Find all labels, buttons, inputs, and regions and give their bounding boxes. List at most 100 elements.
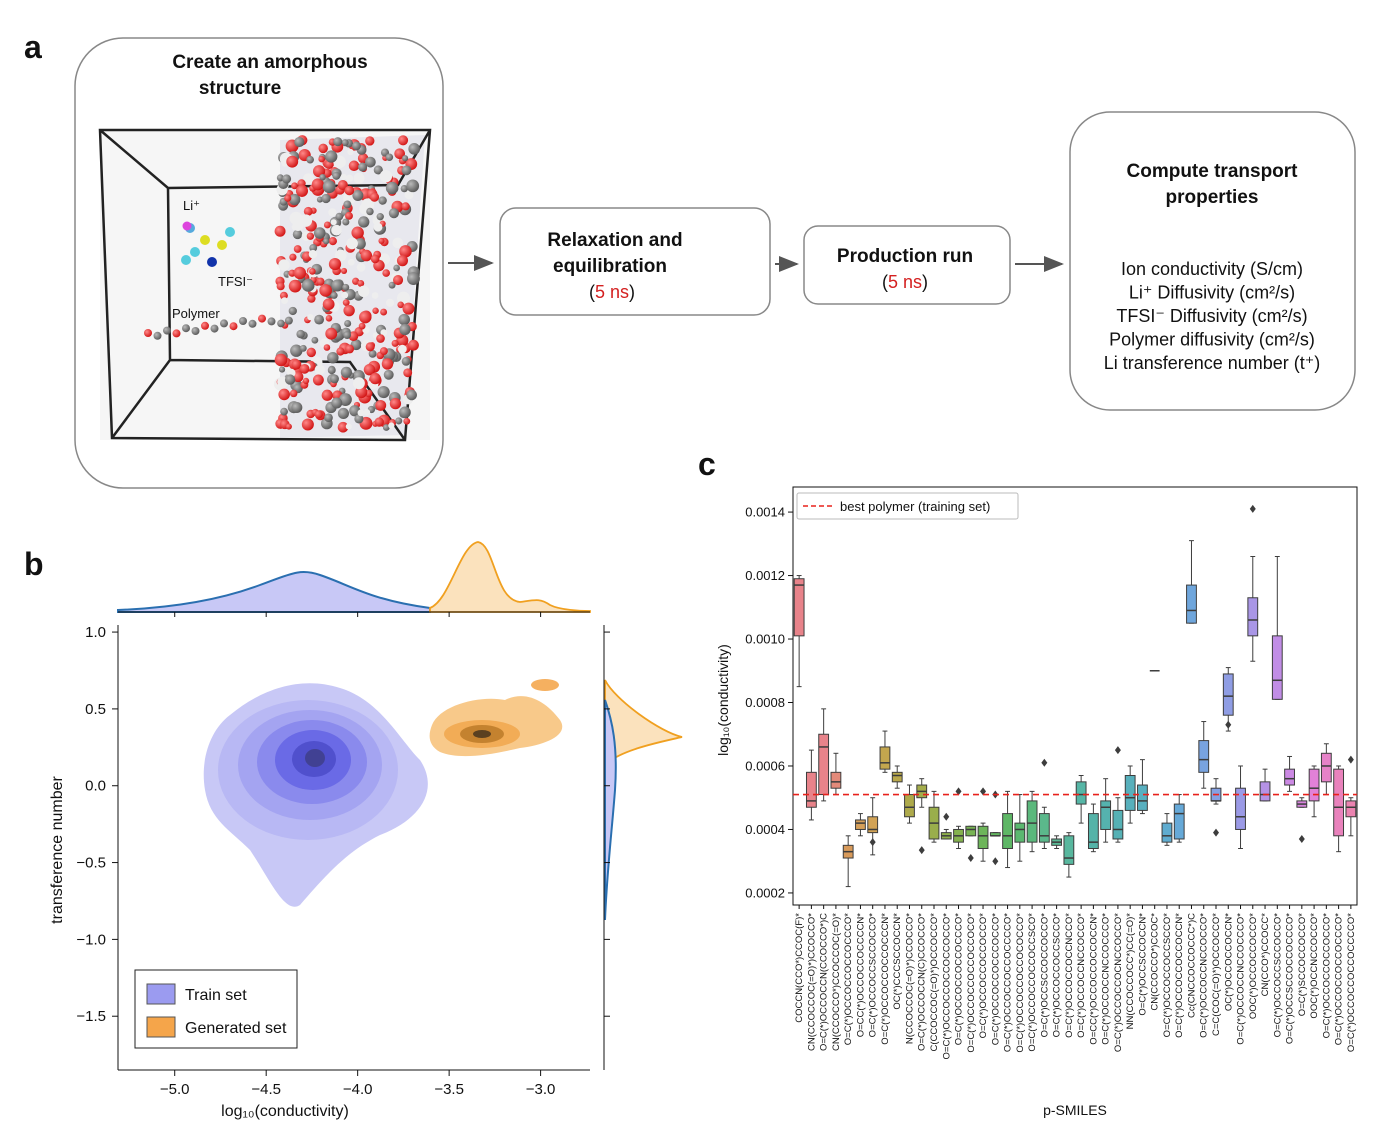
box bbox=[1137, 784, 1148, 811]
atom bbox=[370, 254, 380, 264]
atom bbox=[398, 313, 411, 326]
property-item: Li⁺ Diffusivity (cm²/s) bbox=[1129, 283, 1295, 303]
x-tick-label: O=C(*)OCCOCCOCNCCOCCO* bbox=[1113, 913, 1124, 1052]
box bbox=[1026, 800, 1038, 843]
atom bbox=[284, 194, 292, 202]
atom bbox=[380, 329, 388, 337]
atom bbox=[408, 339, 419, 351]
box-title: properties bbox=[1166, 187, 1259, 208]
x-tick-label: O=C(*)OCCOCCOCCOCCN* bbox=[1174, 913, 1185, 1038]
duration: (5 ns) bbox=[589, 282, 635, 302]
atom bbox=[292, 371, 304, 383]
x-tick-label: O=C(*)OCCOCCOCCOCCO* bbox=[978, 913, 989, 1039]
box bbox=[1284, 768, 1295, 786]
x-tick-label: O=C(*)OCCOCCSCCOCCO* bbox=[1272, 913, 1283, 1038]
atom bbox=[301, 279, 315, 292]
x-tick-label: CN(CCO*)CCOCC* bbox=[1260, 913, 1271, 997]
atom bbox=[399, 406, 411, 419]
atom bbox=[322, 180, 336, 194]
atom bbox=[365, 156, 376, 168]
box bbox=[1222, 673, 1234, 716]
atom bbox=[365, 136, 375, 146]
atom bbox=[291, 359, 302, 370]
box bbox=[1075, 781, 1087, 805]
atom bbox=[392, 237, 404, 249]
atom bbox=[398, 135, 409, 146]
y-tick-label: 0.0 bbox=[85, 778, 106, 795]
y-tick-label: 0.0008 bbox=[745, 695, 785, 710]
outlier bbox=[1225, 720, 1232, 729]
box-title: Relaxation and bbox=[547, 230, 682, 251]
ion-label: TFSI⁻ bbox=[218, 274, 253, 289]
atom bbox=[306, 155, 314, 164]
marginal-x bbox=[117, 541, 591, 613]
atom bbox=[321, 389, 333, 401]
atom bbox=[336, 347, 345, 356]
panel-label: c bbox=[698, 446, 716, 482]
outlier bbox=[1041, 758, 1048, 767]
atom bbox=[290, 344, 303, 357]
box bbox=[793, 578, 805, 637]
x-tick-label: O=CC(*)OCCOCCOCCOCCN* bbox=[1088, 913, 1099, 1045]
x-tick-label: O=C(*)OCCOCCOCCOCCCCO* bbox=[1003, 913, 1014, 1052]
atom bbox=[284, 374, 296, 385]
atom bbox=[328, 208, 337, 217]
kde-train bbox=[203, 683, 428, 907]
box bbox=[1112, 809, 1124, 840]
box bbox=[1259, 781, 1271, 802]
atom bbox=[325, 314, 333, 322]
y-axis-label: log₁₀(conductivity) bbox=[715, 644, 731, 756]
atom bbox=[352, 190, 364, 202]
outlier bbox=[980, 787, 987, 796]
atom bbox=[402, 155, 409, 162]
box bbox=[891, 771, 903, 783]
box bbox=[1002, 813, 1013, 850]
atom bbox=[388, 422, 395, 429]
atom bbox=[407, 272, 420, 286]
atom bbox=[404, 190, 414, 200]
atom bbox=[385, 153, 394, 161]
x-tick-label: OC(*)CCCSCCOCCN* bbox=[892, 913, 903, 1010]
x-tick-label: O=C(*)OCCOCCOCCOCCCO* bbox=[954, 913, 965, 1046]
atom bbox=[314, 364, 325, 376]
atom bbox=[331, 397, 343, 409]
atom bbox=[351, 226, 364, 239]
x-tick-label: O=C(*)OCCOCCOCCOCCCN* bbox=[880, 913, 891, 1045]
step-box bbox=[1069, 111, 1356, 411]
y-tick-label: 0.5 bbox=[85, 701, 106, 718]
atom bbox=[330, 374, 339, 384]
property-item: Polymer diffusivity (cm²/s) bbox=[1109, 330, 1315, 350]
atom bbox=[182, 221, 192, 231]
atom bbox=[397, 344, 407, 354]
x-tick-label: CN(CCOCCOC(=O)*)CCOCCO* bbox=[806, 913, 817, 1051]
outlier bbox=[967, 854, 974, 863]
legend-swatch bbox=[146, 983, 176, 1005]
atom bbox=[335, 212, 344, 221]
atom bbox=[378, 237, 385, 245]
atom bbox=[360, 249, 373, 262]
atom bbox=[348, 160, 360, 172]
atom bbox=[323, 221, 331, 229]
atom bbox=[369, 372, 381, 385]
atom bbox=[388, 281, 396, 289]
atom bbox=[301, 418, 314, 431]
x-tick-label: O=C(*)OCCOCCOCCOCOCCO* bbox=[1015, 913, 1026, 1053]
x-tick-label: N(CCOCCOC(=O)*)CCOCCO* bbox=[904, 913, 915, 1044]
atom bbox=[278, 366, 286, 373]
b-axes: −5.0 −4.5 −4.0 −3.5 −3.0 1.0 0.5 0.0 −0.5 −1.0 −1.… bbox=[76, 612, 610, 1098]
atom bbox=[288, 279, 302, 293]
atom bbox=[342, 299, 350, 307]
atom bbox=[345, 211, 353, 220]
atom bbox=[354, 414, 364, 424]
duration: (5 ns) bbox=[882, 272, 928, 292]
atom bbox=[401, 202, 410, 211]
atom bbox=[394, 148, 405, 160]
box bbox=[1186, 584, 1197, 624]
atom bbox=[366, 207, 374, 216]
atom bbox=[323, 344, 331, 351]
x-tick-label: O=C(*)OCCSCCOCCN* bbox=[1137, 913, 1148, 1016]
atom bbox=[385, 181, 399, 195]
x-tick-label: O=CC(*)OCCOCCOCCCCN* bbox=[855, 913, 866, 1038]
atom bbox=[399, 245, 412, 258]
atom bbox=[284, 316, 293, 325]
